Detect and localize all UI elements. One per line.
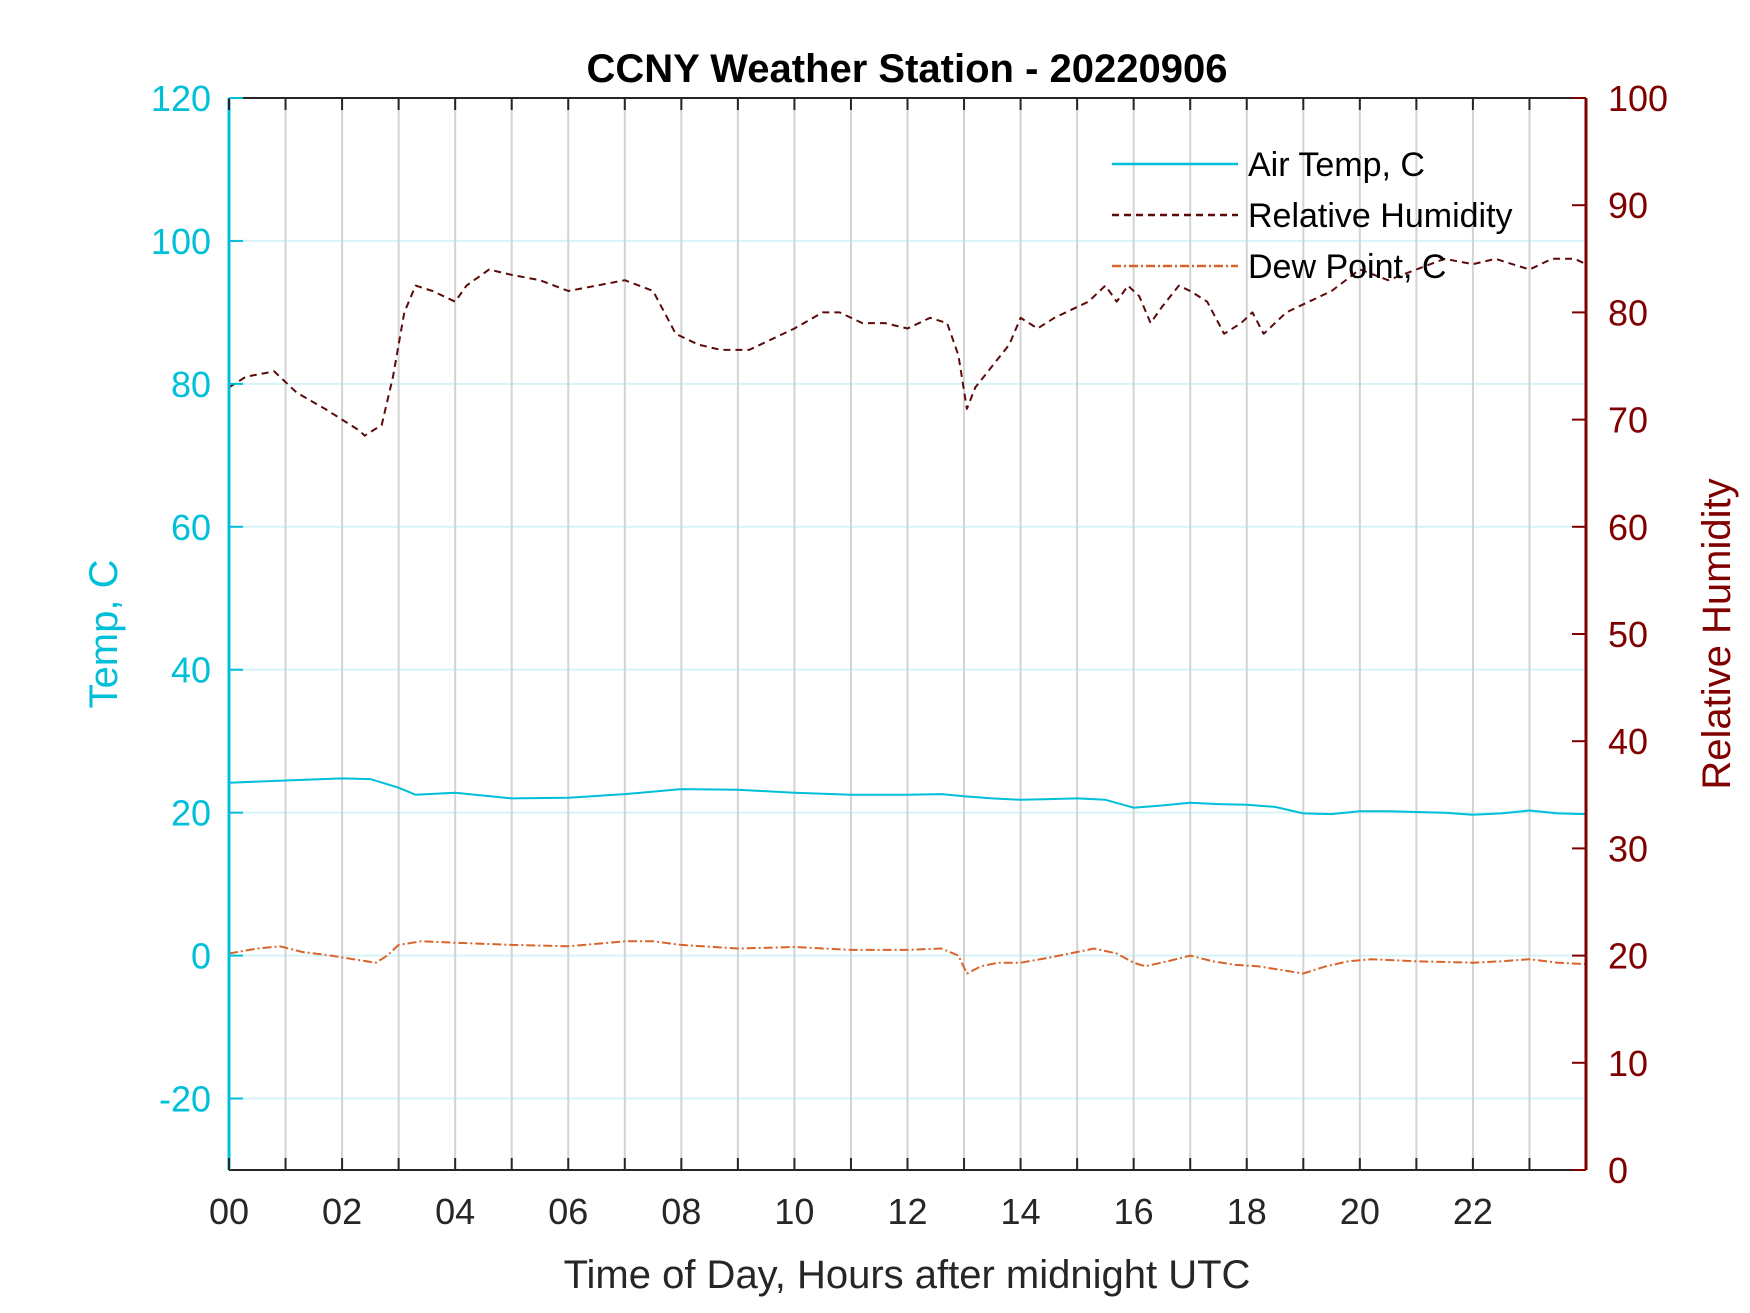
x-tick-label: 20 [1340, 1191, 1380, 1232]
y-right-tick-label: 0 [1608, 1150, 1628, 1191]
x-tick-label: 06 [548, 1191, 588, 1232]
y-left-tick-label: 80 [171, 364, 211, 405]
y-left-tick-label: 120 [151, 78, 211, 119]
y-left-tick-label: 20 [171, 793, 211, 834]
legend-label-1: Air Temp, C [1248, 146, 1425, 184]
y-left-tick-label: 40 [171, 650, 211, 691]
x-tick-label: 18 [1227, 1191, 1267, 1232]
x-tick-label: 00 [209, 1191, 249, 1232]
y-right-tick-label: 60 [1608, 507, 1648, 548]
y-left-tick-label: 100 [151, 221, 211, 262]
x-tick-label: 04 [435, 1191, 475, 1232]
y-right-tick-label: 90 [1608, 185, 1648, 226]
y-right-tick-label: 20 [1608, 936, 1648, 977]
axes-layer: 00 02 04 06 08 10 12 14 16 18 20 22-200204060801001… [151, 78, 1668, 1232]
legend: Air Temp, C Relative Humidity Dew Point, C [1112, 146, 1513, 286]
x-tick-label: 08 [661, 1191, 701, 1232]
y-left-tick-label: -20 [159, 1079, 211, 1120]
y-right-tick-label: 50 [1608, 614, 1648, 655]
y-right-tick-label: 100 [1608, 78, 1668, 119]
series-layer [228, 257, 1587, 975]
legend-label-3: Dew Point, C [1248, 248, 1446, 286]
x-tick-label: 02 [322, 1191, 362, 1232]
y-right-tick-label: 10 [1608, 1043, 1648, 1084]
y-right-tick-label: 30 [1608, 828, 1648, 869]
y-right-tick-label: 80 [1608, 292, 1648, 333]
y-axis-right-label: Relative Humidity [1695, 478, 1739, 789]
x-tick-label: 12 [887, 1191, 927, 1232]
x-tick-label: 22 [1453, 1191, 1493, 1232]
x-tick-label: 16 [1114, 1191, 1154, 1232]
series-line-1 [228, 777, 1587, 816]
x-tick-label: 10 [774, 1191, 814, 1232]
series-line-2 [228, 257, 1587, 437]
x-axis-label: Time of Day, Hours after midnight UTC [564, 1253, 1251, 1297]
x-tick-label: 14 [1001, 1191, 1041, 1232]
legend-label-2: Relative Humidity [1248, 197, 1513, 235]
y-left-tick-label: 60 [171, 507, 211, 548]
series-line-3 [228, 940, 1587, 975]
y-right-tick-label: 40 [1608, 721, 1648, 762]
y-right-tick-label: 70 [1608, 400, 1648, 441]
y-left-tick-label: 0 [191, 936, 211, 977]
chart-title: CCNY Weather Station - 20220906 [587, 47, 1228, 91]
y-axis-left-label: Temp, C [82, 560, 126, 709]
